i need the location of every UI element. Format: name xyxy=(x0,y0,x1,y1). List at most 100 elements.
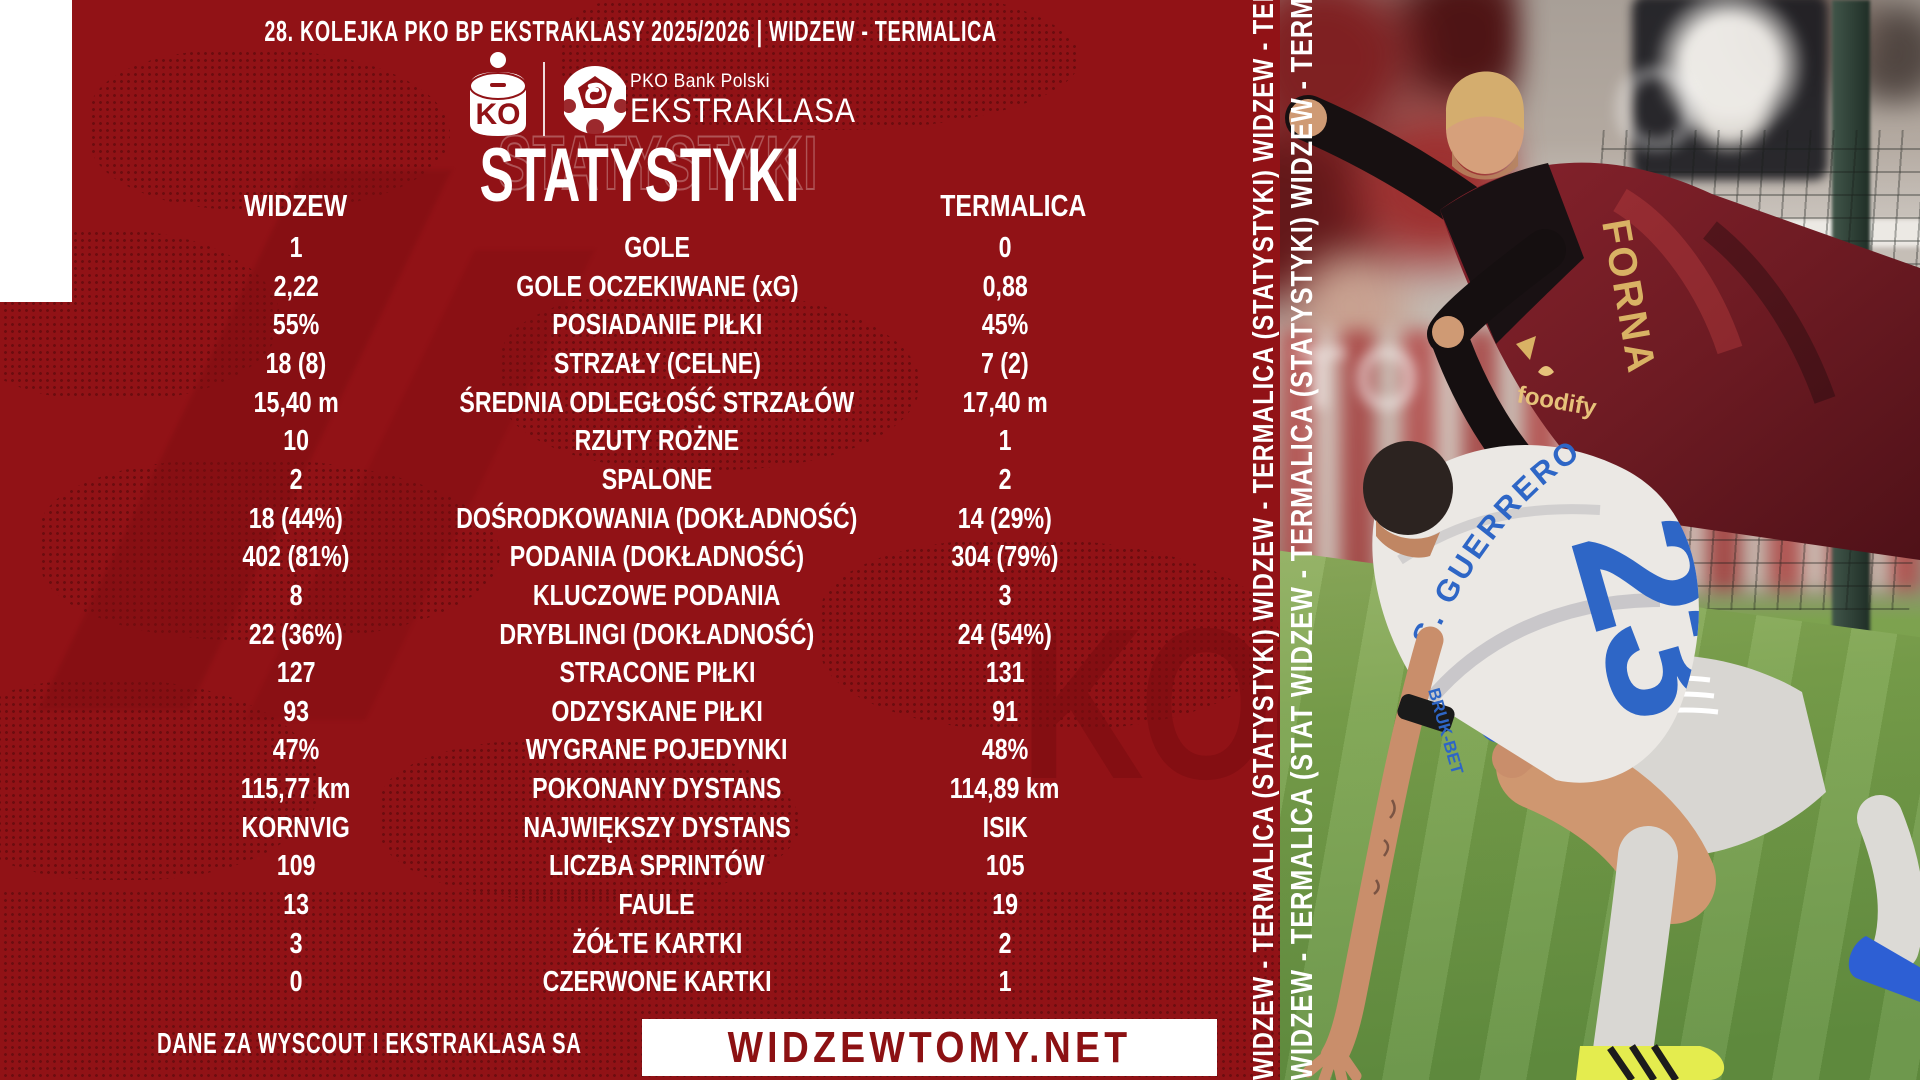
stat-label: CZERWONE KARTKI xyxy=(542,966,772,999)
pko-bank-logo: KO xyxy=(462,52,534,143)
away-value: 19 xyxy=(992,889,1018,922)
stat-label: POKONANY DYSTANS xyxy=(532,773,782,806)
home-value: 18 (8) xyxy=(265,347,327,380)
home-value: 10 xyxy=(283,425,309,458)
stat-label: RZUTY ROŻNE xyxy=(574,425,740,458)
home-player-hair xyxy=(1446,71,1524,130)
away-player-head xyxy=(1363,441,1453,535)
match-photo: O TO xyxy=(1280,0,1920,1080)
stat-label: DRYBLINGI (DOKŁADNOŚĆ) xyxy=(499,618,815,651)
away-value: 2 xyxy=(998,927,1012,960)
home-value: 2 xyxy=(289,463,303,496)
stat-label: GOLE xyxy=(624,232,690,264)
yellow-boot-stripes xyxy=(1607,1044,1679,1080)
away-value: 24 (54%) xyxy=(957,618,1053,651)
banner-letter: TO xyxy=(1294,331,1428,427)
stat-label: POSIADANIE PIŁKI xyxy=(551,309,763,342)
stat-label: LICZBA SPRINTÓW xyxy=(549,850,765,883)
sponsor-cup-icon xyxy=(1538,366,1554,376)
away-player: 23 S. GUERRERO BRUK-BET xyxy=(1302,432,1920,1080)
stat-label: SPALONE xyxy=(601,463,713,496)
home-value: 8 xyxy=(289,579,303,612)
stat-label: FAULE xyxy=(618,889,696,922)
skull-banner xyxy=(1632,0,1828,180)
halftone-patch xyxy=(380,740,800,900)
away-value: 48% xyxy=(981,734,1029,767)
site-url[interactable]: WIDZEWTOMY.NET xyxy=(727,1022,1132,1072)
away-value: 14 (29%) xyxy=(957,502,1053,535)
kit-pattern xyxy=(1703,221,1836,404)
stat-label: ŚREDNIA ODLEGŁOŚĆ STRZAŁÓW xyxy=(459,386,855,419)
away-value: 17,40 m xyxy=(962,386,1048,419)
away-team-header: TERMALICA xyxy=(939,188,1087,223)
home-value: 55% xyxy=(272,309,320,342)
players-illustration: FORNA foodify xyxy=(1285,71,1920,1080)
stat-label: GOLE OCZEKIWANE (xG) xyxy=(515,270,799,303)
shirt-fold xyxy=(1424,593,1661,705)
halftone-patch xyxy=(40,460,500,640)
stat-label: STRACONE PIŁKI xyxy=(559,657,755,690)
home-player-beard xyxy=(1452,150,1518,180)
stat-label: ODZYSKANE PIŁKI xyxy=(551,695,763,728)
home-value: 93 xyxy=(283,695,309,728)
away-value: 91 xyxy=(992,695,1018,728)
stat-label: KLUCZOWE PODANIA xyxy=(533,579,781,612)
watermark-letters: KO( xyxy=(1020,583,1280,824)
page-title-ghost: STATYSTYKI xyxy=(497,121,819,206)
away-value: 114,89 km xyxy=(950,773,1060,806)
halftone-patch xyxy=(90,50,450,210)
away-value: 304 (79%) xyxy=(951,541,1059,574)
home-value: KORNVIG xyxy=(241,811,351,844)
captain-armband xyxy=(1397,694,1455,732)
halftone-patch xyxy=(0,680,320,880)
match-header: 28. KOLEJKA PKO BP EKSTRAKLASY 2025/2026… xyxy=(264,16,998,48)
home-value: 47% xyxy=(272,734,320,767)
stat-label: STRZAŁY (CELNE) xyxy=(553,347,761,380)
home-value: 13 xyxy=(283,889,309,922)
away-value: 131 xyxy=(985,657,1025,690)
away-value: 45% xyxy=(981,309,1029,342)
home-value: 22 (36%) xyxy=(248,618,344,651)
side-strip-line1: WIDZEW - TERMALICA (STATYSTYKI) WIDZEW -… xyxy=(1247,0,1281,1080)
home-value: 2,22 xyxy=(273,270,319,303)
site-bar: WIDZEWTOMY.NET xyxy=(642,1019,1217,1076)
home-value: 15,40 m xyxy=(253,386,339,419)
home-value: 1 xyxy=(289,232,303,264)
home-player-fist2 xyxy=(1432,316,1464,348)
page-title: STATYSTYKI STATYSTYKI xyxy=(0,123,1280,220)
stat-label: WYGRANE POJEDYNKI xyxy=(526,734,788,767)
away-value: 0,88 xyxy=(982,270,1028,303)
home-player-fist xyxy=(1289,99,1327,137)
away-value: 0 xyxy=(998,232,1012,264)
away-player-hand xyxy=(1302,1044,1362,1080)
home-value: 127 xyxy=(276,657,316,690)
blue-boot-right xyxy=(1848,936,1920,1002)
pko-icon-text: KO xyxy=(476,98,521,131)
stat-label: ŻÓŁTE KARTKI xyxy=(571,927,743,960)
page-title-main: STATYSTYKI xyxy=(479,133,801,218)
stat-label: DOŚRODKOWANIA (DOKŁADNOŚĆ) xyxy=(456,502,858,535)
league-line2: EKSTRAKLASA xyxy=(630,92,856,130)
kit-brand-mark xyxy=(1516,336,1536,360)
kit-pattern xyxy=(1613,188,1743,355)
home-value: 109 xyxy=(276,850,316,883)
data-source-note: DANE ZA WYSCOUT I EKSTRAKLASA SA xyxy=(157,1028,582,1060)
league-wordmark: PKO Bank Polski EKSTRAKLASA xyxy=(630,72,887,128)
tattoo-marks xyxy=(1373,799,1396,895)
ekstraklasa-ball-icon xyxy=(561,62,629,143)
stat-label: PODANIA (DOKŁADNOŚĆ) xyxy=(509,541,805,574)
away-value: 1 xyxy=(998,966,1012,999)
halftone-patch xyxy=(500,290,920,470)
away-sock-right xyxy=(1857,795,1920,971)
stat-label: NAJWIĘKSZY DYSTANS xyxy=(523,811,791,844)
home-value: 18 (44%) xyxy=(248,502,344,535)
away-player-sock xyxy=(1592,826,1678,1080)
home-value: 3 xyxy=(289,927,303,960)
side-strip-line2: WIDZEW - TERMALICA (STAT WIDZEW - TERMAL… xyxy=(1285,0,1319,1080)
home-value: 115,77 km xyxy=(241,773,351,806)
away-value: 2 xyxy=(998,463,1012,496)
logo-divider xyxy=(543,62,545,136)
away-player-shirt xyxy=(1372,444,1699,783)
home-team-header: WIDZEW xyxy=(244,188,348,223)
